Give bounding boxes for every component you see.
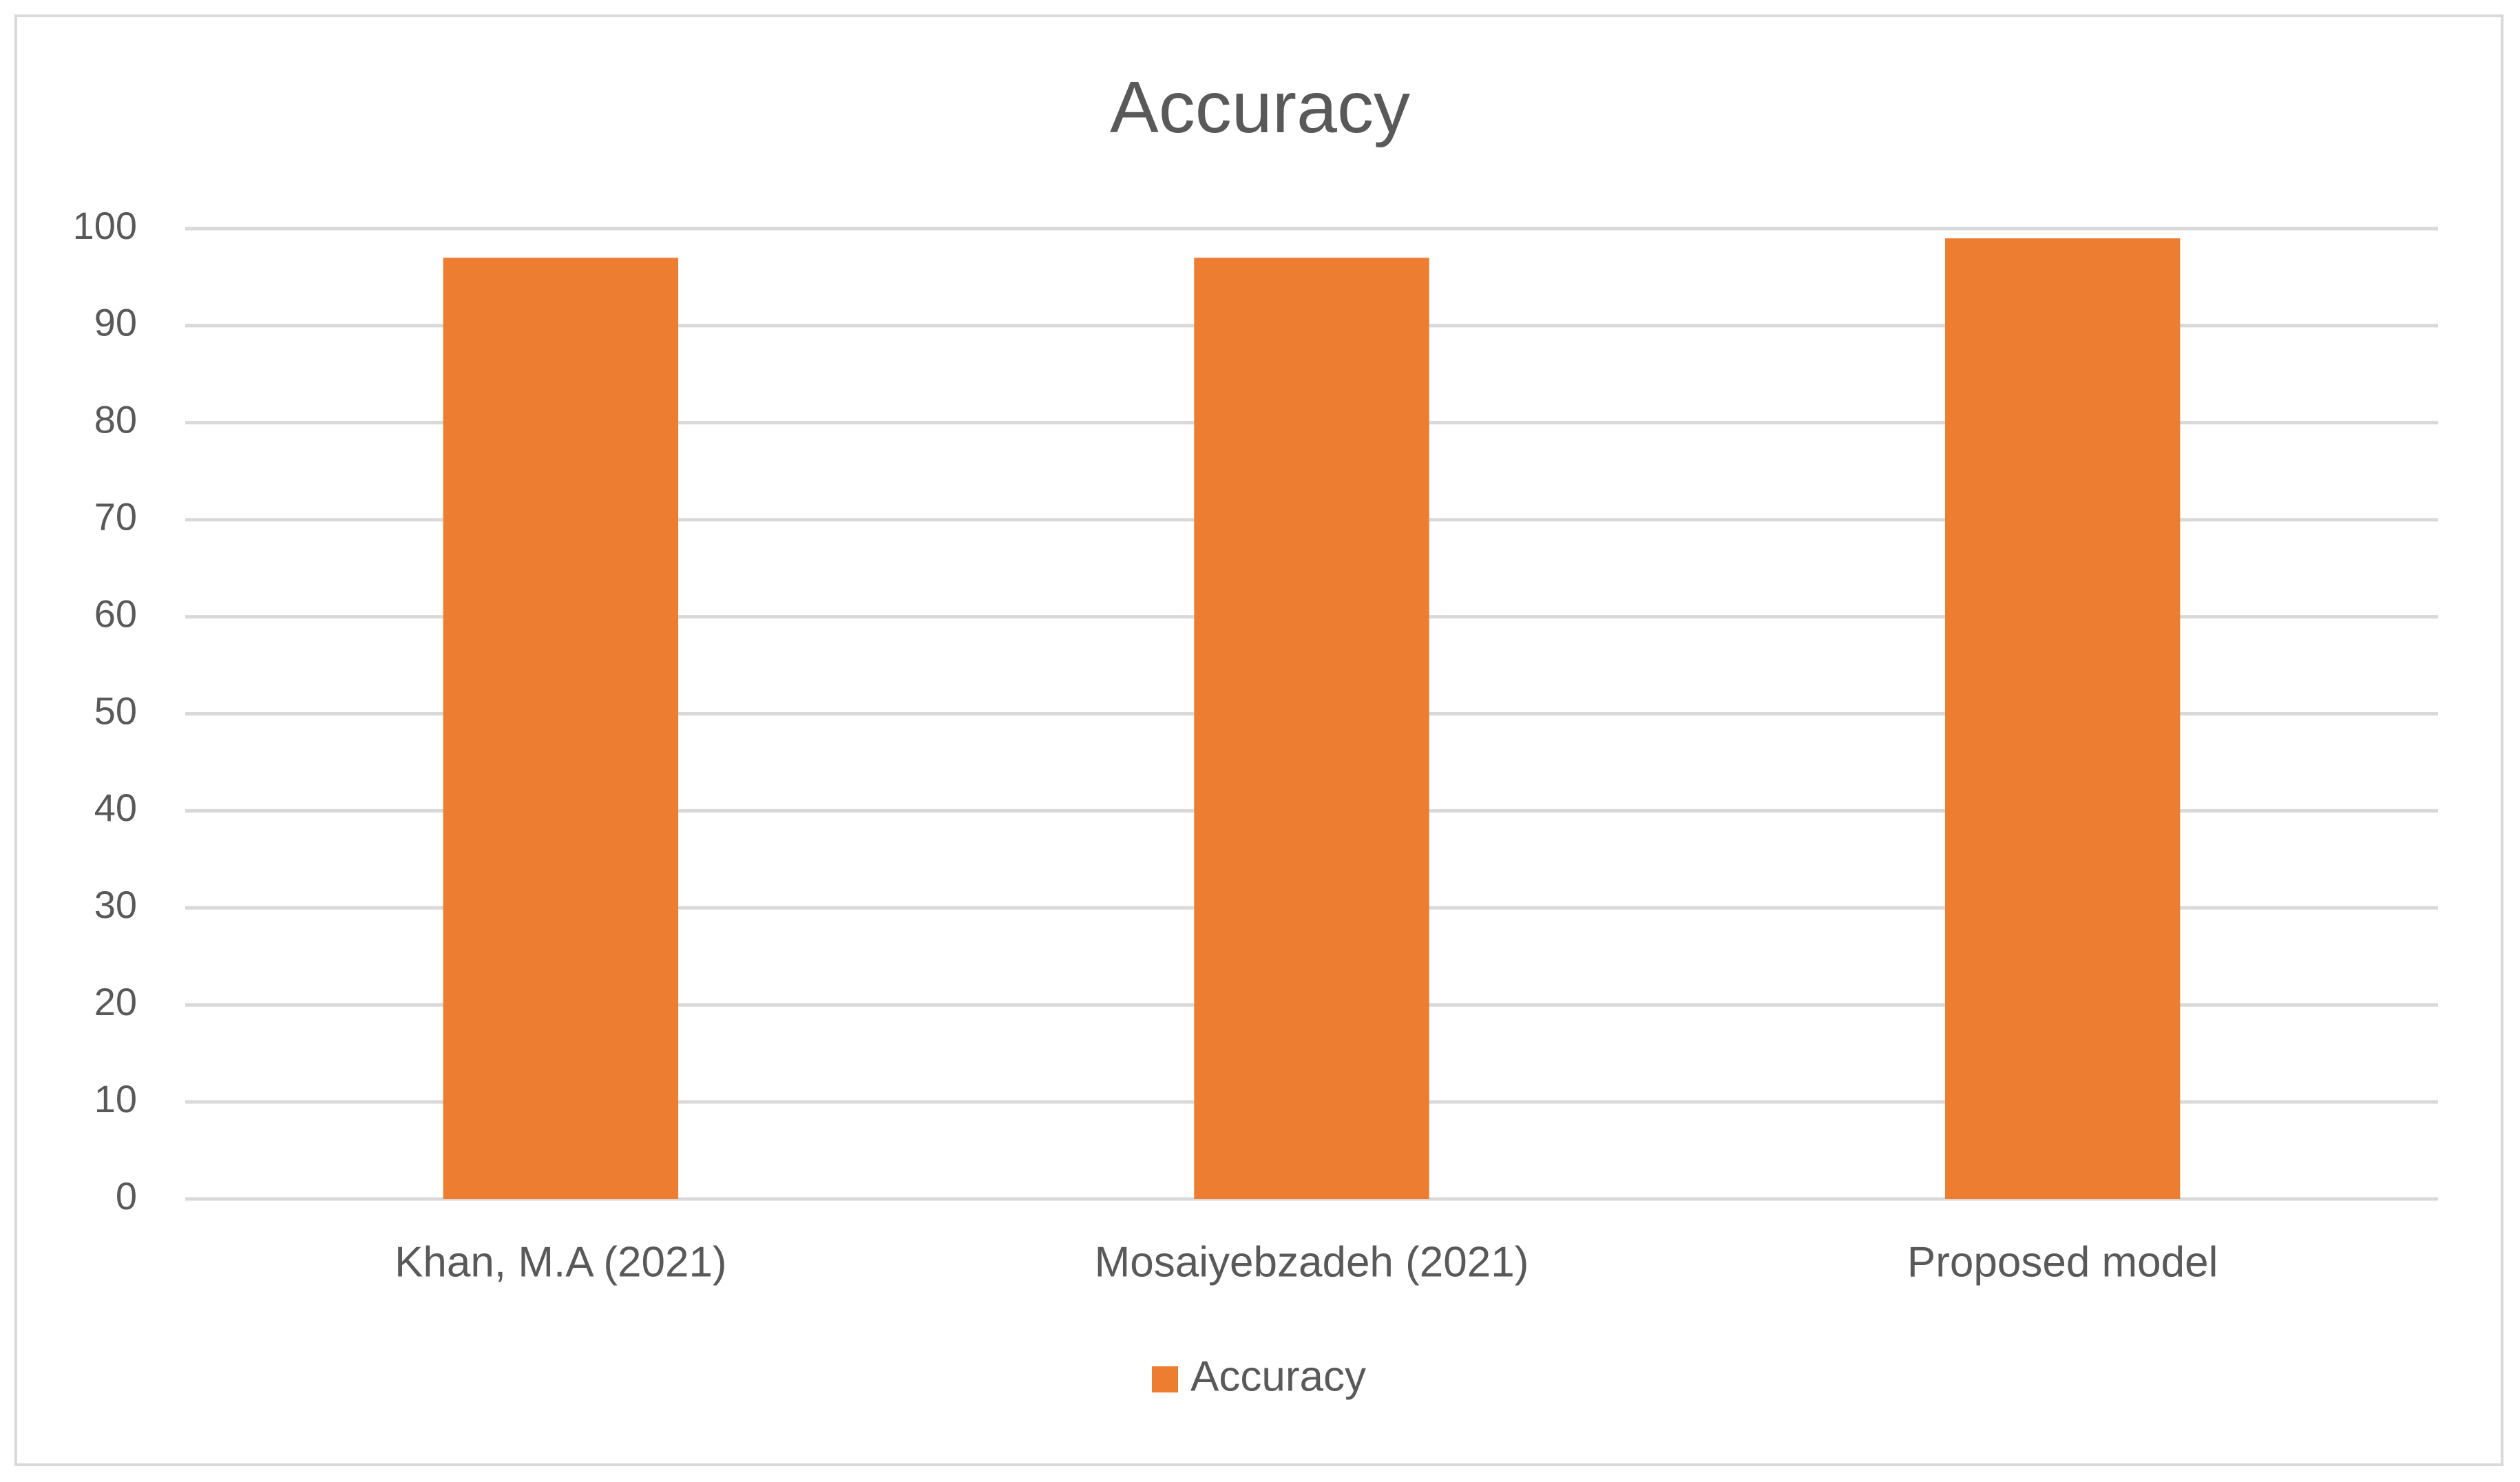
x-tick-label: Mosaiyebzadeh (2021) xyxy=(1095,1238,1529,1286)
x-tick-label: Khan, M.A (2021) xyxy=(395,1238,727,1286)
legend-label: Accuracy xyxy=(1190,1353,1366,1400)
y-tick-label: 30 xyxy=(94,883,137,926)
y-tick-label: 70 xyxy=(94,494,137,538)
y-tick-label: 80 xyxy=(94,398,137,441)
chart-title: Accuracy xyxy=(1110,67,1410,148)
bar xyxy=(1944,238,2181,1200)
y-tick-label: 40 xyxy=(94,786,137,829)
y-tick-label: 100 xyxy=(73,204,137,247)
y-tick-label: 10 xyxy=(94,1077,137,1120)
y-tick-label: 50 xyxy=(94,689,137,732)
y-tick-label: 0 xyxy=(116,1174,137,1218)
y-tick-label: 60 xyxy=(94,592,137,635)
x-tick-label: Proposed model xyxy=(1907,1238,2218,1286)
bar xyxy=(1194,258,1429,1199)
legend-swatch xyxy=(1152,1366,1178,1392)
bar xyxy=(443,258,679,1199)
y-tick-label: 90 xyxy=(94,301,137,344)
y-tick-label: 20 xyxy=(94,980,137,1023)
